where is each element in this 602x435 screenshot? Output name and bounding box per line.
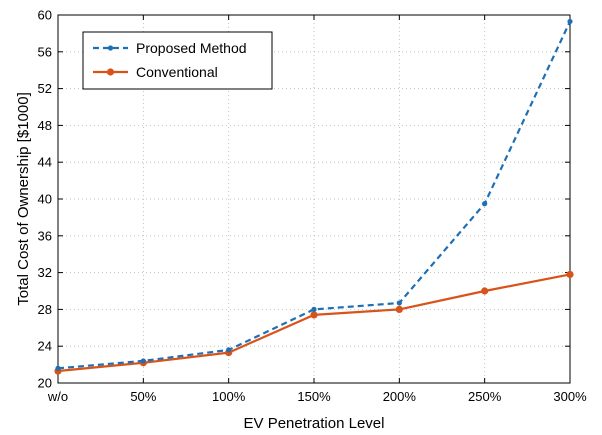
x-axis-label: EV Penetration Level (244, 415, 385, 432)
x-tick-label: 250% (468, 389, 502, 404)
y-tick-label: 40 (38, 192, 52, 207)
data-point-proposed-method (482, 201, 488, 207)
legend-marker-proposed-method (107, 45, 114, 51)
y-tick-label: 20 (38, 376, 52, 391)
y-tick-labels: 20 24 28 32 36 40 44 48 52 56 60 (38, 8, 52, 391)
y-tick-label: 48 (38, 118, 52, 133)
series-layer (54, 18, 574, 375)
data-point-proposed-method (567, 18, 573, 25)
data-point-proposed-method (226, 347, 232, 353)
data-point-conventional (395, 305, 403, 313)
y-tick-label: 52 (38, 81, 52, 96)
y-axis-label: Total Cost of Ownership [$1000] (15, 92, 32, 305)
x-tick-labels: w/o 50% 100% 150% 200% 250% 300% (47, 389, 587, 404)
legend-marker-conventional (106, 68, 115, 76)
data-point-conventional (481, 287, 489, 295)
data-point-proposed-method (396, 300, 402, 306)
x-tick-label: 50% (130, 389, 156, 404)
x-tick-label: 200% (383, 389, 417, 404)
y-tick-label: 36 (38, 228, 52, 243)
data-point-proposed-method (140, 358, 146, 364)
y-tick-label: 56 (38, 44, 52, 59)
legend-label-proposed-method: Proposed Method (136, 40, 247, 56)
x-tick-label: 150% (297, 389, 331, 404)
data-point-proposed-method (55, 365, 61, 371)
data-point-conventional (310, 311, 318, 319)
y-tick-label: 60 (38, 8, 52, 23)
y-tick-label: 44 (38, 155, 52, 170)
x-tick-label: 300% (553, 389, 587, 404)
y-tick-label: 32 (38, 265, 52, 280)
data-point-proposed-method (311, 306, 317, 312)
data-point-conventional (566, 270, 574, 279)
y-tick-label: 28 (38, 302, 52, 317)
x-tick-label: w/o (47, 389, 68, 404)
y-tick-label: 24 (38, 339, 52, 354)
legend: Proposed Method Conventional (82, 31, 273, 90)
legend-label-conventional: Conventional (136, 64, 218, 80)
x-tick-label: 100% (212, 389, 246, 404)
legend-box (82, 31, 273, 90)
